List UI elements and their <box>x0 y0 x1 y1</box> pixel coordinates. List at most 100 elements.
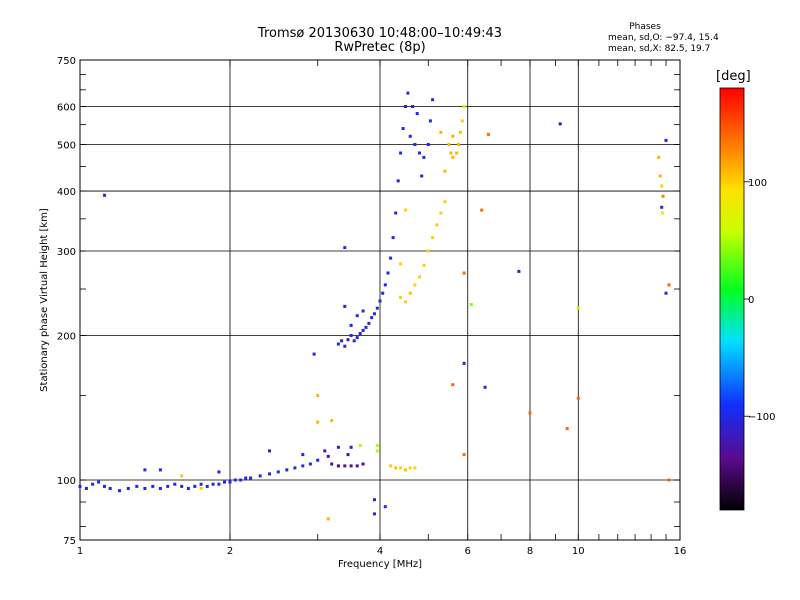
data-point <box>399 296 403 299</box>
data-point <box>316 458 320 462</box>
data-point <box>391 236 395 240</box>
data-point <box>308 462 312 466</box>
data-point <box>349 464 353 468</box>
data-point <box>404 300 407 304</box>
data-point <box>239 478 243 482</box>
data-point <box>660 205 664 209</box>
data-point <box>358 332 362 335</box>
data-point <box>413 283 417 287</box>
data-point <box>217 470 221 474</box>
data-point <box>370 316 374 320</box>
data-point <box>462 361 466 365</box>
data-point <box>285 468 289 472</box>
colorbar-ticks: 100 0 −100 <box>744 178 775 423</box>
data-point <box>78 484 82 488</box>
chart-subtitle: RwPretec (8p) <box>334 40 426 55</box>
x-tick-label: 6 <box>465 546 471 557</box>
data-point <box>301 464 305 468</box>
data-point <box>451 134 455 138</box>
data-point <box>373 312 376 316</box>
data-point <box>193 484 197 488</box>
data-point <box>399 262 403 266</box>
data-point <box>439 211 443 215</box>
data-point <box>458 130 462 134</box>
data-point <box>316 394 320 397</box>
data-point <box>383 505 387 509</box>
data-point <box>343 246 347 250</box>
data-point <box>451 383 455 387</box>
data-point <box>483 385 487 389</box>
colorbar-tick-label: −100 <box>748 412 775 423</box>
data-point <box>233 478 237 482</box>
data-point <box>340 339 344 343</box>
data-point <box>408 466 412 470</box>
data-point <box>375 449 379 453</box>
data-point <box>667 478 671 482</box>
data-point <box>293 466 297 470</box>
data-point <box>330 462 334 466</box>
x-tick-label: 10 <box>572 546 585 557</box>
data-point <box>84 487 88 490</box>
data-point <box>211 482 215 486</box>
data-point <box>158 487 162 490</box>
data-point <box>404 105 407 108</box>
data-points <box>78 91 671 521</box>
data-point <box>343 344 347 348</box>
phases-x-stats: mean, sd,X: 82.5, 19.7 <box>608 44 711 54</box>
x-tick-label: 16 <box>674 546 687 557</box>
data-point <box>336 464 340 468</box>
data-point <box>418 275 421 279</box>
data-point <box>404 208 407 212</box>
data-point <box>394 466 398 470</box>
data-point <box>199 487 203 490</box>
data-point <box>457 143 460 146</box>
data-point <box>664 291 668 295</box>
colorbar <box>719 87 745 511</box>
colorbar-tick-label: 0 <box>748 295 754 306</box>
data-point <box>517 269 521 273</box>
data-point <box>389 256 393 260</box>
data-point <box>415 112 419 116</box>
data-point <box>343 304 347 308</box>
data-point <box>664 138 668 142</box>
x-tick-label: 2 <box>227 546 233 557</box>
data-point <box>373 498 376 502</box>
data-point <box>326 517 330 521</box>
data-point <box>420 174 424 178</box>
x-axis-label: Frequency [MHz] <box>338 559 422 570</box>
axis-ticks: 1 2 4 6 8 10 16 75 100 200 300 400 500 600 750 <box>57 56 686 557</box>
y-tick-label: 200 <box>57 332 76 343</box>
x-tick-label: 4 <box>377 546 383 557</box>
data-point <box>667 283 671 287</box>
data-point <box>462 453 466 457</box>
data-point <box>469 303 473 307</box>
data-point <box>658 174 662 178</box>
data-point <box>413 466 417 470</box>
y-tick-label: 500 <box>57 141 76 152</box>
data-point <box>301 453 305 457</box>
data-point <box>428 119 432 123</box>
data-point <box>378 299 382 303</box>
data-point <box>223 480 226 484</box>
data-point <box>312 352 316 356</box>
data-point <box>343 464 347 468</box>
data-point <box>355 314 359 318</box>
data-point <box>361 309 365 313</box>
data-point <box>143 468 147 472</box>
data-point <box>396 179 400 183</box>
data-point <box>358 444 362 447</box>
data-point <box>173 482 177 486</box>
data-point <box>126 487 130 490</box>
data-point <box>406 91 410 95</box>
y-tick-label: 300 <box>57 247 76 258</box>
data-point <box>276 470 280 474</box>
y-tick-label: 75 <box>63 536 76 547</box>
data-point <box>462 105 466 108</box>
data-point <box>443 200 447 204</box>
data-point <box>346 338 350 342</box>
x-tick-label: 1 <box>77 546 83 557</box>
data-point <box>326 454 330 458</box>
data-point <box>447 143 451 146</box>
data-point <box>426 143 430 146</box>
